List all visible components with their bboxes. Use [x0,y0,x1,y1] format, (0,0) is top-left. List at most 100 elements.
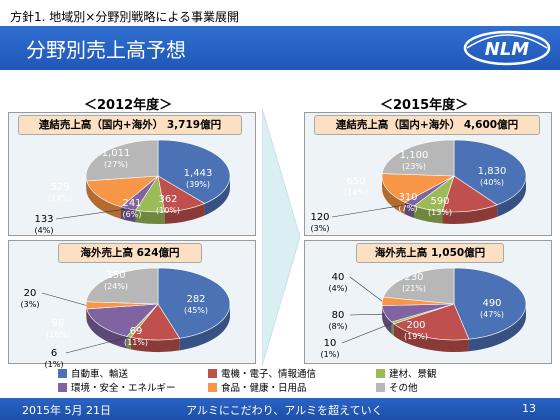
percent-label-food: (3%) [21,300,40,309]
percent-label-environment: (8%) [329,322,348,331]
value-label-food: 650 [346,176,365,187]
legend-item-food: 食品・健康・日用品 [208,380,307,394]
legend-item-auto: 自動車、輸送 [58,366,128,380]
leader-line-food [349,276,383,302]
legend-swatch [208,369,217,378]
leader-line-building [65,336,129,354]
box-2015-overseas: 海外売上高 1,050億円 [356,243,504,263]
percent-label-auto: (47%) [480,310,504,319]
value-label-other: 150 [106,270,125,281]
value-label-auto: 1,830 [478,166,507,177]
percent-label-electronics: (13%) [428,208,452,217]
value-label-auto: 490 [482,298,501,309]
pie-slice-auto [157,139,231,204]
pie-side-auto [179,304,230,351]
legend-swatch [376,383,385,392]
slide-title: 分野別売上高予想 [26,38,186,62]
percent-label-auto: (39%) [186,180,210,189]
page-number: 13 [522,402,536,415]
pie-side-environment [120,206,136,223]
leader-line-environment [349,313,385,316]
pie-2015-consolidated: 1,830(40%) 590(13%) 310(7%) 120(3%) 650(14%)… [310,139,527,233]
pie-side-electronics [393,323,469,352]
pie-2015-overseas: 490(47%) 200(19%) 10(1%) 80(8%) 40(4%) 230(21… [321,267,527,359]
pie-side-auto [497,176,526,217]
value-label-electronics: 590 [430,196,449,207]
value-label-building: 10 [324,338,337,349]
percent-label-environment: (3%) [311,224,330,233]
percent-label-building: (1%) [321,350,340,359]
value-label-environment: 98 [52,318,65,329]
logo-text: NLM [485,39,530,60]
pie-side-auto [468,304,526,352]
pie-slice-electronics [393,303,470,341]
pie-side-auto [204,176,230,216]
value-label-electronics: 362 [158,194,177,205]
slide-subtitle: 方針1. 地域別×分野別戦略による事業展開 [10,10,239,24]
legend-item-build: 建材、景観 [376,366,437,380]
year-label-2015: ＜2015年度＞ [380,98,469,113]
leader-line-food [41,292,87,306]
title-bar: 分野別売上高予想 NLM [0,26,560,70]
leader-line-environment [331,203,410,218]
percent-label-environment: (4%) [35,226,54,235]
pie-side-environment [86,308,127,349]
pie-side-electronics [442,204,498,224]
footer-date: 2015年 5月 21日 [22,404,111,417]
value-label-food: 40 [332,272,345,283]
value-label-environment: 133 [34,214,53,225]
percent-label-environment: (16%) [46,330,70,339]
value-label-other: 1,100 [400,150,429,161]
percent-label-food: (14%) [344,188,368,197]
pie-slice-food [86,175,159,208]
percent-label-other: (27%) [104,160,128,169]
legend-label: 建材、景観 [389,369,437,380]
value-label-food: 529 [50,182,69,193]
legend-swatch [58,369,67,378]
pie-slice-other [382,267,455,305]
value-label-building: 310 [398,192,417,203]
percent-label-building: (1%) [45,360,64,369]
legend-label: 環境・安全・エネルギー [71,383,176,394]
legend-swatch [208,383,217,392]
pie-side-electronics [164,203,205,224]
pie-side-building [126,336,131,350]
leader-line-environment [55,208,129,220]
pie-side-electronics [130,337,180,352]
legend-label: 電機・電子、情報通信 [221,369,317,380]
footer-slogan: アルミにこだわり、アルミを超えていく [186,404,383,417]
leader-line-building [341,322,393,344]
legend-label: その他 [389,383,418,394]
box-2012-consolidated: 連結売上高（国内+海外） 3,719億円 [18,115,242,135]
footer-bar: 2015年 5月 21日 アルミにこだわり、アルミを超えていく 13 [0,398,560,420]
percent-label-auto: (45%) [184,306,208,315]
pie-slice-food [381,173,456,203]
value-label-other: 230 [404,272,423,283]
pie-side-other [86,176,87,193]
percent-label-building: (7%) [399,204,418,213]
percent-label-electronics: (11%) [124,338,148,347]
pie-2012-consolidated: 1,443(39%) 362(10%) 241(6%) 133(4%) 529(14%)… [34,139,231,235]
pie-2012-overseas: 282(45%) 69(11%) 6(1%) 98(16%) 20(3%) 150(24%… [21,267,231,369]
legend-swatch [58,383,67,392]
legend-item-elec: 電機・電子、情報通信 [208,366,316,380]
pie-side-environment [404,202,415,218]
pie-side-building [414,205,443,224]
pie-slice-auto [453,139,527,206]
percent-label-other: (21%) [402,284,426,293]
pie-side-environment [382,305,392,334]
value-label-electronics: 69 [130,326,143,337]
pie-slice-environment [86,303,159,337]
transition-arrow [262,108,300,366]
percent-label-electronics: (10%) [156,206,180,215]
percent-label-electronics: (19%) [404,332,428,341]
pie-slice-other [381,139,455,177]
company-logo: NLM [463,30,551,66]
pie-side-food [382,176,405,215]
year-label-2012: ＜2012年度＞ [84,98,173,113]
percent-label-food: (14%) [48,194,72,203]
value-label-building: 241 [122,198,141,209]
percent-label-auto: (40%) [480,178,504,187]
pie-slice-other [85,139,159,182]
box-2015-consolidated: 連結売上高（国内+海外） 4,600億円 [314,115,540,135]
